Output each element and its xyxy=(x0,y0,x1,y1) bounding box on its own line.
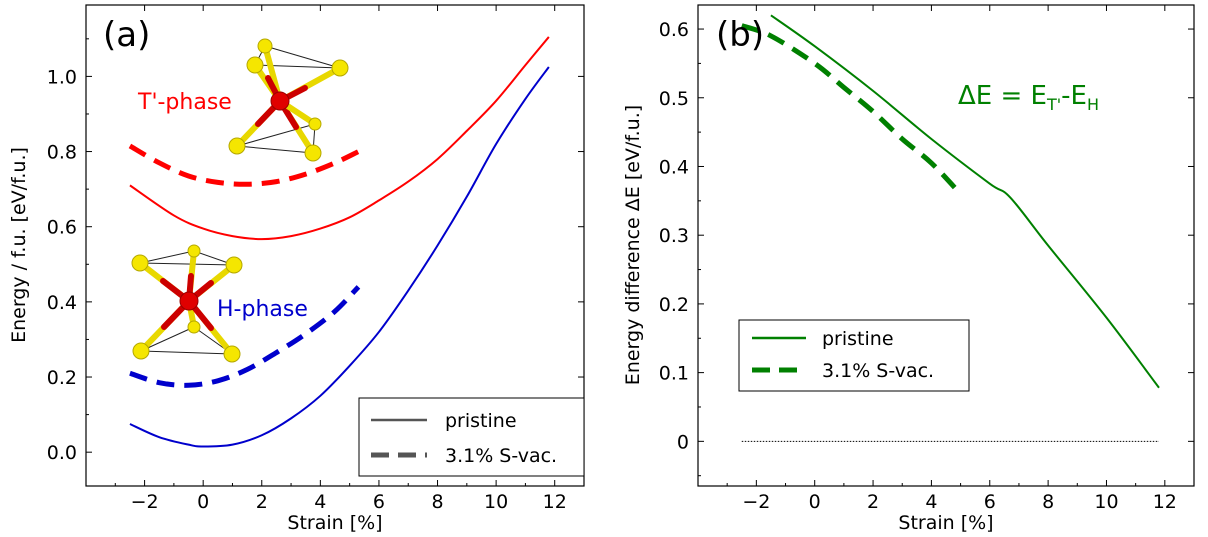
panel-a-ytick-label: 0.6 xyxy=(47,217,77,239)
panel-a-xlabel: Strain [%] xyxy=(287,512,382,534)
panel-b-xtick-label: 0 xyxy=(809,491,821,513)
panel-a-ytick-label: 0.4 xyxy=(47,292,77,314)
panel-a-frame xyxy=(85,4,585,487)
panel-a-legend: pristine 3.1% S-vac. xyxy=(358,397,585,477)
panel-a-label: (a) xyxy=(103,15,150,55)
panel-a-xtick-label: 2 xyxy=(256,491,268,513)
h-phase-label: H-phase xyxy=(217,297,308,322)
panel-a-series-hphase-pristine xyxy=(129,66,550,448)
panel-a-xtick-label: 6 xyxy=(373,491,385,513)
panel-b-series xyxy=(740,14,1160,442)
panel-b-ticks: −2 0 2 4 6 8 10 12 0 0.1 0.2 0.3 0.4 0.5 0.6 xyxy=(659,5,1195,513)
panel-b-xtick-label: 12 xyxy=(1153,491,1177,513)
panel-a-xtick-label: 8 xyxy=(431,491,443,513)
delta-e-sep: -E xyxy=(1061,81,1087,111)
delta-e-sub-h: H xyxy=(1087,95,1099,114)
panel-b-ytick-label: 0.1 xyxy=(659,363,689,385)
panel-b-legend-box xyxy=(738,319,970,392)
legend-b-pristine: pristine xyxy=(822,328,894,350)
panel-a-xtick-label: 12 xyxy=(543,491,567,513)
panel-b-ytick-label: 0.6 xyxy=(659,19,689,41)
panel-b-xtick-label: 10 xyxy=(1094,491,1118,513)
h-phase-structure-illustration xyxy=(131,244,243,363)
panel-b-series-pristine xyxy=(770,14,1160,389)
panel-a-ytick-label: 0.0 xyxy=(47,442,77,464)
panel-b-xtick-label: 2 xyxy=(867,491,879,513)
t-phase-label: T'-phase xyxy=(137,90,232,115)
panel-b-xtick-label: −2 xyxy=(742,491,770,513)
panel-b-legend: pristine 3.1% S-vac. xyxy=(738,319,970,392)
panel-a-legend-box xyxy=(358,397,585,477)
panel-b-frame xyxy=(697,4,1195,487)
panel-a-ytick-label: 0.2 xyxy=(47,367,77,389)
panel-b-ytick-label: 0.3 xyxy=(659,225,689,247)
legend-b-svac: 3.1% S-vac. xyxy=(822,360,934,382)
panel-b-ytick-label: 0.2 xyxy=(659,294,689,316)
panel-b-xtick-label: 6 xyxy=(984,491,996,513)
panel-b-series-svac xyxy=(740,23,963,196)
panel-a-xtick-label: −2 xyxy=(131,491,159,513)
panel-b-ytick-label: 0.4 xyxy=(659,156,689,178)
panel-a-xtick-label: 4 xyxy=(314,491,326,513)
panel-b-xtick-label: 4 xyxy=(925,491,937,513)
delta-e-sub-t: T' xyxy=(1046,95,1061,114)
panel-b-ytick-label: 0 xyxy=(677,431,689,453)
panel-a-series-tphase-pristine xyxy=(129,36,550,241)
panel-b-xlabel: Strain [%] xyxy=(898,512,993,534)
panel-b-ylabel: Energy difference ΔE [eV/f.u.] xyxy=(622,105,644,385)
panel-a-ytick-label: 0.8 xyxy=(47,142,77,164)
legend-a-svac: 3.1% S-vac. xyxy=(445,445,557,467)
panel-a-series xyxy=(128,36,550,448)
panel-a-ticks: −2 0 2 4 6 8 10 12 0.0 0.2 0.4 0.6 0.8 1.0 xyxy=(47,5,585,513)
delta-e-annotation: ΔE = ET'-EH xyxy=(958,81,1099,114)
panel-b-xtick-label: 8 xyxy=(1042,491,1054,513)
panel-b-label: (b) xyxy=(716,15,764,55)
panel-a-xtick-label: 10 xyxy=(484,491,508,513)
t-phase-structure-illustration xyxy=(228,38,349,162)
panel-a-ylabel: Energy / f.u. [eV/f.u.] xyxy=(8,147,30,343)
legend-a-pristine: pristine xyxy=(445,410,517,432)
panel-b-ytick-label: 0.5 xyxy=(659,88,689,110)
panel-a-xtick-label: 0 xyxy=(197,491,209,513)
panel-a-series-hphase-svac xyxy=(129,285,361,388)
panel-a: −2 0 2 4 6 8 10 12 0.0 0.2 0.4 0.6 0.8 1.0 xyxy=(8,4,585,534)
panel-b: −2 0 2 4 6 8 10 12 0 0.1 0.2 0.3 0.4 0.5 0.6 (b) ΔE = … xyxy=(622,4,1195,534)
panel-a-series-tphase-svac xyxy=(128,143,360,187)
delta-e-main: ΔE = E xyxy=(958,81,1047,111)
panel-a-ytick-label: 1.0 xyxy=(47,66,77,88)
